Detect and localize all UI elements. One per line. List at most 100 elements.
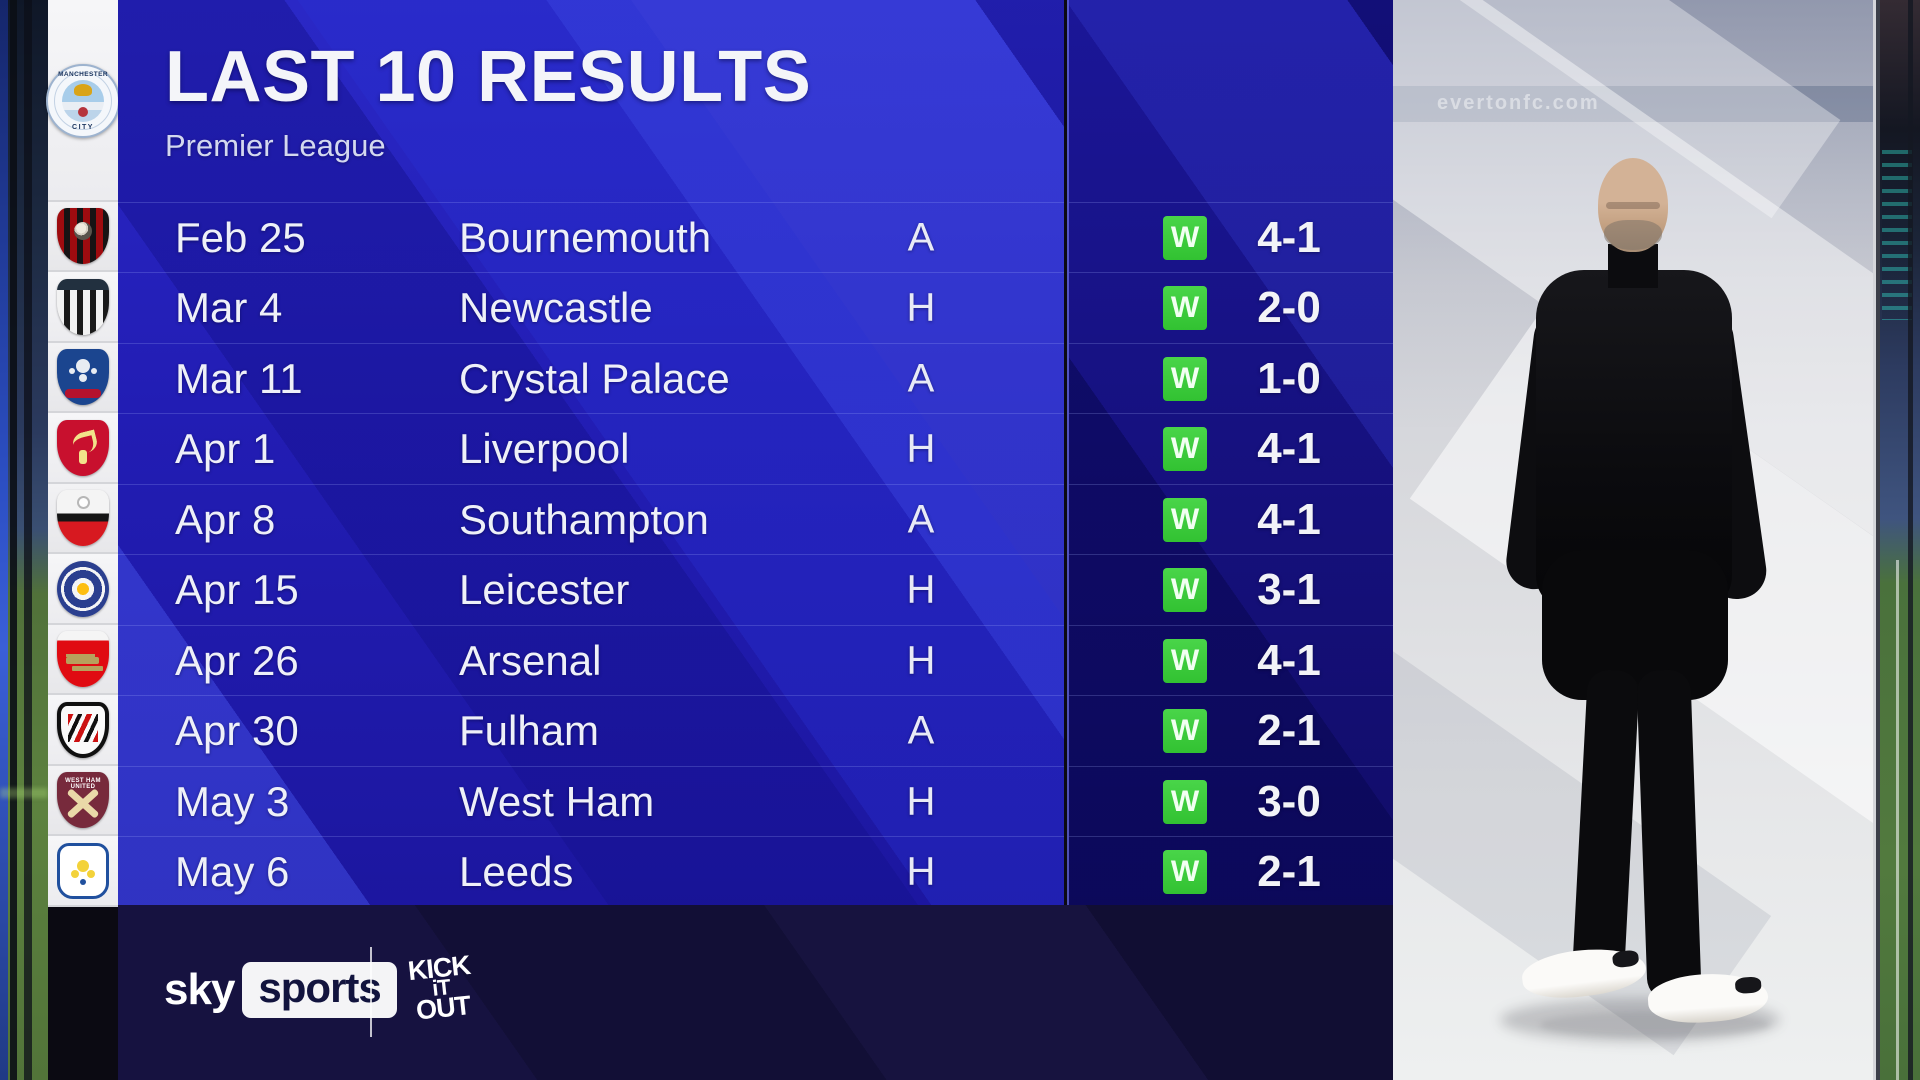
video-right-scoreboard: [1882, 150, 1912, 320]
match-score: 3-1: [1257, 565, 1321, 614]
match-date: Feb 25: [175, 214, 306, 261]
result-row-9: May 3 West Ham H: [118, 766, 1064, 837]
video-right-dark-bar: [1876, 0, 1880, 1080]
leicester-badge: [57, 560, 109, 617]
rail-cell-leicester: [48, 554, 118, 625]
result-row-3: Mar 11 Crystal Palace A: [118, 343, 1064, 414]
page-subtitle: Premier League: [165, 128, 386, 163]
match-date: Apr 15: [175, 566, 299, 613]
venue-indicator: A: [907, 708, 935, 753]
score-row-7: W 4-1: [1069, 625, 1395, 696]
manchester-city-badge: MANCHESTER CITY: [46, 64, 120, 138]
opponent-name: Arsenal: [459, 637, 602, 684]
opponent-name: Liverpool: [459, 425, 630, 472]
opponent-name: Fulham: [459, 707, 600, 754]
venue-indicator: H: [906, 285, 936, 330]
opponent-name: Crystal Palace: [459, 355, 730, 402]
figure-head: [1598, 158, 1668, 252]
score-row-2: W 2-0: [1069, 272, 1395, 343]
figure-left-shoe: [1519, 942, 1649, 1004]
video-left-blue-bar: [0, 0, 8, 1080]
result-row-8: Apr 30 Fulham A: [118, 695, 1064, 766]
match-date: Apr 30: [175, 707, 299, 754]
video-right-dark-bar2: [1908, 0, 1913, 1080]
win-badge: W: [1163, 216, 1207, 260]
leeds-badge: [57, 842, 109, 899]
video-right-pitch-line: [1896, 560, 1899, 1080]
score-row-3: W 1-0: [1069, 343, 1395, 414]
video-left-pitch-glow: [0, 788, 48, 798]
match-score: 1-0: [1257, 354, 1321, 403]
win-badge: W: [1163, 498, 1207, 542]
kick-it-out-line3: OUT: [414, 990, 472, 1026]
match-date: Mar 11: [175, 355, 303, 402]
bournemouth-badge: [57, 208, 109, 264]
figure-right-leg: [1636, 669, 1702, 1001]
match-score: 4-1: [1257, 495, 1321, 544]
city-badge-text-bottom: CITY: [72, 124, 94, 131]
score-row-4: W 4-1: [1069, 413, 1395, 484]
result-row-6: Apr 15 Leicester H: [118, 554, 1064, 625]
city-badge-text-top: MANCHESTER: [58, 71, 108, 78]
footer-band: sky sports KICK iT OUT: [118, 905, 1393, 1080]
west-ham-badge-text1: WEST HAM: [65, 778, 101, 784]
match-score: 2-1: [1257, 847, 1321, 896]
venue-indicator: H: [906, 779, 936, 824]
west-ham-badge: WEST HAM UNITED: [57, 772, 109, 828]
score-row-5: W 4-1: [1069, 484, 1395, 555]
score-row-8: W 2-1: [1069, 695, 1395, 766]
city-badge-core: [62, 80, 104, 122]
stadium-video-left-sliver: [0, 0, 48, 1080]
sky-sports-logo: sky sports: [164, 962, 397, 1018]
arsenal-badge: [57, 631, 109, 687]
newcastle-badge: [57, 278, 109, 335]
score-panel: W 4-1 W 2-0 W 1-0 W 4-1 W 4-1 W 3-1 W 4-…: [1067, 0, 1395, 1080]
match-date: Apr 26: [175, 637, 299, 684]
match-score: 3-0: [1257, 777, 1321, 826]
results-panel: LAST 10 RESULTS Premier League Feb 25 Bo…: [118, 0, 1064, 1080]
score-panel-diagonal-pattern: [1069, 0, 1395, 1080]
figure-hips: [1542, 550, 1728, 700]
score-row-10: W 2-1: [1069, 836, 1395, 908]
rail-cell-southampton: [48, 484, 118, 554]
rail-cell-crystal-palace: [48, 343, 118, 413]
match-date: May 3: [175, 778, 290, 825]
stadium-banner: [1393, 86, 1873, 122]
stadium-watermark: evertonfc.com: [1437, 92, 1600, 114]
city-badge-ring: [54, 72, 112, 130]
video-left-dark-bar: [10, 0, 17, 1080]
result-row-2: Mar 4 Newcastle H: [118, 272, 1064, 343]
opponent-name: Leicester: [459, 566, 630, 613]
win-badge: W: [1163, 780, 1207, 824]
win-badge: W: [1163, 850, 1207, 894]
match-score: 4-1: [1257, 213, 1321, 262]
club-badge-rail: MANCHESTER CITY: [46, 0, 120, 907]
venue-indicator: A: [907, 497, 935, 542]
footer-divider: [370, 947, 372, 1037]
city-badge-eagle: [74, 84, 92, 96]
score-row-6: W 3-1: [1069, 554, 1395, 625]
panel-header: LAST 10 RESULTS Premier League: [165, 36, 811, 164]
win-badge: W: [1163, 709, 1207, 753]
panel-diagonal-pattern2: [118, 0, 1064, 1080]
venue-indicator: H: [906, 567, 936, 612]
win-badge: W: [1163, 286, 1207, 330]
venue-indicator: A: [907, 356, 935, 401]
opponent-name: Leeds: [459, 848, 574, 895]
match-score: 4-1: [1257, 424, 1321, 473]
opponent-name: Newcastle: [459, 284, 653, 331]
venue-indicator: H: [906, 849, 936, 894]
sky-logo-word: sky: [164, 965, 235, 1014]
score-row-9: W 3-0: [1069, 766, 1395, 837]
match-date: Apr 1: [175, 425, 276, 472]
win-badge: W: [1163, 568, 1207, 612]
venue-indicator: H: [906, 638, 936, 683]
rail-cell-west-ham: WEST HAM UNITED: [48, 766, 118, 836]
southampton-badge: [57, 490, 109, 546]
match-score: 2-0: [1257, 283, 1321, 332]
result-row-1: Feb 25 Bournemouth A: [118, 202, 1064, 273]
rail-cell-manchester-city: MANCHESTER CITY: [46, 0, 120, 202]
match-date: May 6: [175, 848, 290, 895]
opponent-name: West Ham: [459, 778, 655, 825]
